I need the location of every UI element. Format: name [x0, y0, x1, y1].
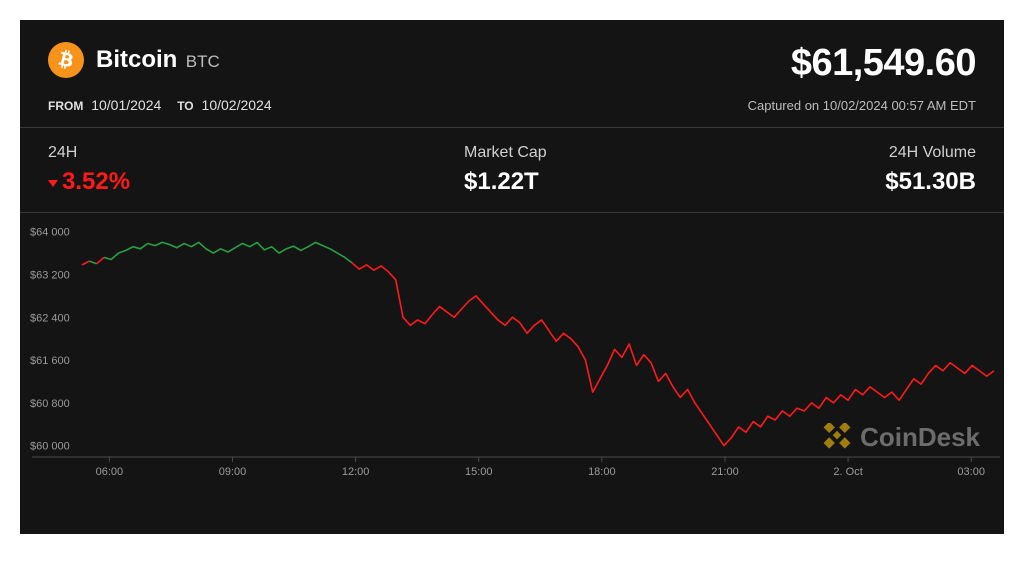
price-widget: Bitcoin BTC $61,549.60 FROM 10/01/2024 T…	[20, 20, 1004, 534]
stat-market-cap: Market Cap $1.22T	[304, 144, 720, 196]
to-value: 10/02/2024	[202, 97, 272, 113]
watermark: CoinDesk	[822, 422, 980, 453]
stat-value: $1.22T	[464, 168, 720, 196]
stat-label: 24H Volume	[720, 144, 976, 162]
bitcoin-icon	[48, 42, 84, 78]
svg-text:$62 400: $62 400	[30, 312, 70, 324]
stat-label: 24H	[48, 144, 304, 162]
stat-label: Market Cap	[464, 144, 720, 162]
svg-text:18:00: 18:00	[588, 466, 616, 478]
coin-name: Bitcoin	[96, 46, 177, 73]
svg-text:15:00: 15:00	[465, 466, 493, 478]
svg-text:21:00: 21:00	[711, 466, 739, 478]
stat-volume-24h: 24H Volume $51.30B	[720, 144, 976, 196]
header: Bitcoin BTC $61,549.60	[20, 20, 1004, 93]
svg-text:$61 600: $61 600	[30, 355, 70, 367]
svg-text:$64 000: $64 000	[30, 227, 70, 239]
from-label: FROM	[48, 99, 83, 113]
coindesk-logo-icon	[822, 423, 852, 453]
price-value: $61,549.60	[791, 42, 976, 85]
svg-text:03:00: 03:00	[957, 466, 985, 478]
coin-block: Bitcoin BTC	[48, 42, 220, 78]
stats-row: 24H 3.52% Market Cap $1.22T 24H Volume $…	[20, 128, 1004, 213]
svg-text:06:00: 06:00	[96, 466, 124, 478]
svg-text:$60 800: $60 800	[30, 398, 70, 410]
from-value: 10/01/2024	[91, 97, 161, 113]
svg-text:09:00: 09:00	[219, 466, 247, 478]
stat-change-24h: 24H 3.52%	[48, 144, 304, 196]
svg-text:$63 200: $63 200	[30, 269, 70, 281]
date-range: FROM 10/01/2024 TO 10/02/2024	[48, 97, 284, 113]
svg-text:12:00: 12:00	[342, 466, 370, 478]
svg-text:2. Oct: 2. Oct	[833, 466, 862, 478]
captured-timestamp: Captured on 10/02/2024 00:57 AM EDT	[748, 98, 976, 113]
to-label: TO	[177, 99, 193, 113]
stat-value: 3.52%	[48, 168, 304, 196]
subheader: FROM 10/01/2024 TO 10/02/2024 Captured o…	[20, 93, 1004, 128]
chart-area[interactable]: $64 000 $63 200 $62 400 $61 600 $60 800 $60 0…	[20, 213, 1004, 483]
change-pct: 3.52%	[62, 168, 130, 196]
watermark-text: CoinDesk	[860, 422, 980, 453]
svg-text:$60 000: $60 000	[30, 441, 70, 453]
stat-value: $51.30B	[720, 168, 976, 196]
coin-symbol: BTC	[186, 52, 220, 71]
down-arrow-icon	[48, 180, 58, 187]
